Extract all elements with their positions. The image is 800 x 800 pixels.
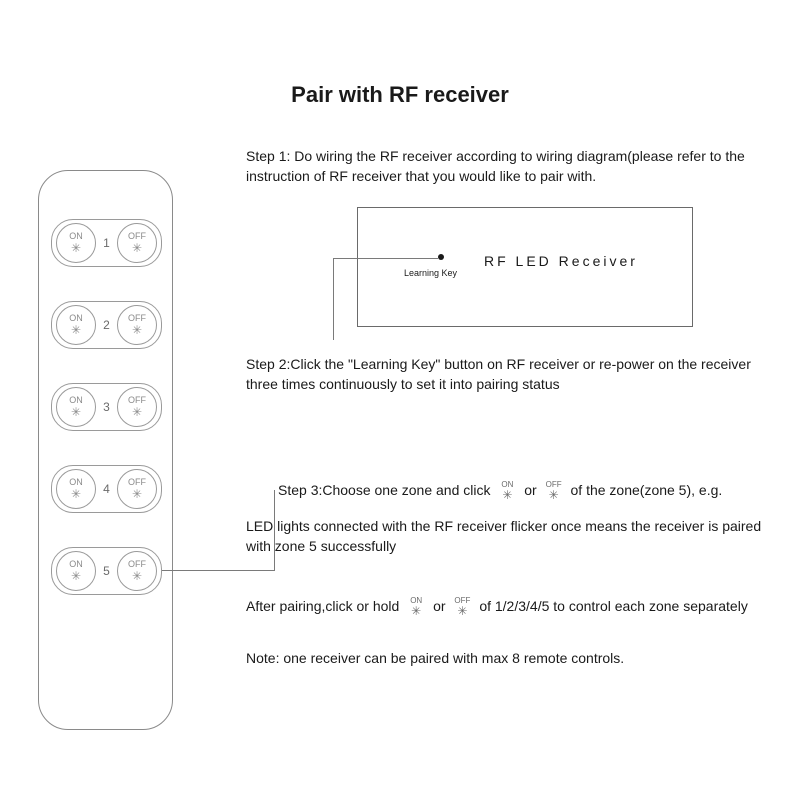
sun-icon: ✳	[71, 242, 81, 254]
sun-icon: ✳	[71, 570, 81, 582]
on-button-3[interactable]: ON✳	[56, 387, 96, 427]
off-button-3[interactable]: OFF✳	[117, 387, 157, 427]
inline-off-icon: OFF✳	[451, 597, 473, 617]
step-1-text: Step 1: Do wiring the RF receiver accord…	[246, 146, 786, 187]
learning-key-dot	[438, 254, 444, 260]
connector-z5-h	[162, 570, 274, 571]
zone-number-2: 2	[100, 318, 114, 332]
after-mid: or	[433, 598, 445, 614]
off-button-1[interactable]: OFF✳	[117, 223, 157, 263]
sun-icon: ✳	[132, 242, 142, 254]
on-label: ON	[69, 396, 83, 405]
on-label: ON	[69, 314, 83, 323]
sun-icon: ✳	[132, 324, 142, 336]
zone-number-3: 3	[100, 400, 114, 414]
off-label: OFF	[128, 396, 146, 405]
connector-lk-h	[333, 258, 438, 259]
off-button-2[interactable]: OFF✳	[117, 305, 157, 345]
zone-number-4: 4	[100, 482, 114, 496]
learning-key-label: Learning Key	[404, 268, 457, 278]
inline-off-icon: OFF✳	[543, 481, 565, 501]
sun-icon: ✳	[132, 570, 142, 582]
zone-row-1: ON✳ 1 OFF✳	[51, 219, 162, 267]
note-text: Note: one receiver can be paired with ma…	[246, 648, 786, 668]
zone-row-2: ON✳ 2 OFF✳	[51, 301, 162, 349]
inline-on-icon: ON✳	[405, 597, 427, 617]
after-suffix: of 1/2/3/4/5 to control each zone separa…	[479, 598, 748, 614]
on-button-1[interactable]: ON✳	[56, 223, 96, 263]
on-button-5[interactable]: ON✳	[56, 551, 96, 591]
sun-icon: ✳	[132, 406, 142, 418]
off-button-4[interactable]: OFF✳	[117, 469, 157, 509]
sun-icon: ✳	[457, 605, 467, 617]
step-2-text: Step 2:Click the "Learning Key" button o…	[246, 354, 786, 395]
step-3-line2: LED lights connected with the RF receive…	[246, 516, 786, 557]
on-button-2[interactable]: ON✳	[56, 305, 96, 345]
connector-lk-v	[333, 258, 334, 340]
on-label: ON	[69, 478, 83, 487]
sun-icon: ✳	[549, 489, 559, 501]
inline-on-icon: ON✳	[496, 481, 518, 501]
zone-number-5: 5	[100, 564, 114, 578]
step3-suffix: of the zone(zone 5), e.g.	[571, 482, 723, 498]
step3-mid: or	[524, 482, 536, 498]
sun-icon: ✳	[71, 324, 81, 336]
off-label: OFF	[128, 560, 146, 569]
on-button-4[interactable]: ON✳	[56, 469, 96, 509]
on-label: ON	[69, 560, 83, 569]
sun-icon: ✳	[132, 488, 142, 500]
sun-icon: ✳	[71, 406, 81, 418]
remote-control: ON✳ 1 OFF✳ ON✳ 2 OFF✳ ON✳ 3 OFF✳ ON✳ 4 O…	[38, 170, 173, 730]
sun-icon: ✳	[502, 489, 512, 501]
step-3-line1: Step 3:Choose one zone and click ON✳ or …	[278, 480, 788, 501]
receiver-label: RF LED Receiver	[484, 253, 638, 269]
off-label: OFF	[128, 314, 146, 323]
step3-prefix: Step 3:Choose one zone and click	[278, 482, 490, 498]
sun-icon: ✳	[411, 605, 421, 617]
after-pairing-text: After pairing,click or hold ON✳ or OFF✳ …	[246, 596, 786, 617]
zone-row-4: ON✳ 4 OFF✳	[51, 465, 162, 513]
zone-row-5: ON✳ 5 OFF✳	[51, 547, 162, 595]
on-label: ON	[69, 232, 83, 241]
page-title: Pair with RF receiver	[0, 82, 800, 108]
off-button-5[interactable]: OFF✳	[117, 551, 157, 591]
off-label: OFF	[128, 232, 146, 241]
off-label: OFF	[128, 478, 146, 487]
zone-row-3: ON✳ 3 OFF✳	[51, 383, 162, 431]
zone-number-1: 1	[100, 236, 114, 250]
sun-icon: ✳	[71, 488, 81, 500]
after-prefix: After pairing,click or hold	[246, 598, 399, 614]
